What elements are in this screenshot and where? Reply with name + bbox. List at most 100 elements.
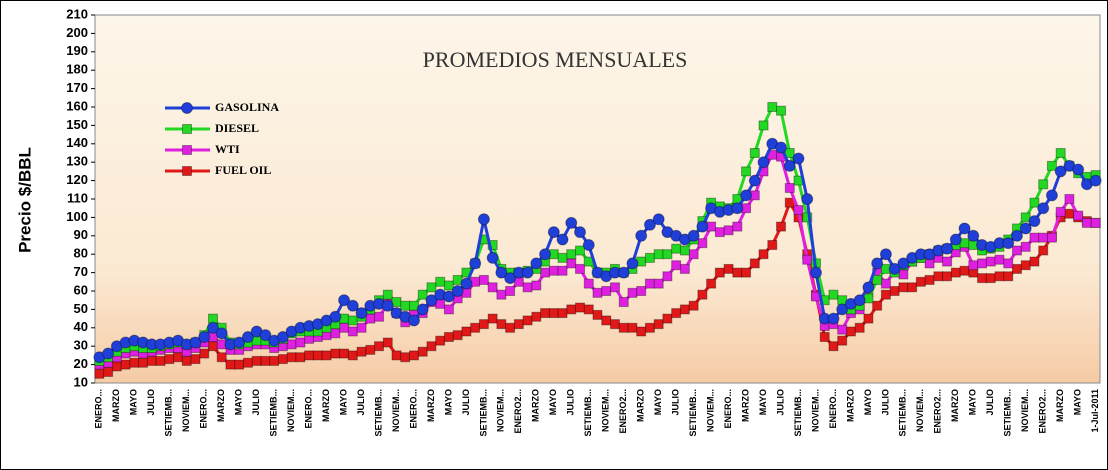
point xyxy=(836,303,849,316)
point xyxy=(741,166,752,177)
x-tick-label: ENERO2... xyxy=(513,389,523,434)
point xyxy=(688,249,699,260)
x-tick-label: SETIEMB... xyxy=(898,389,908,437)
point xyxy=(958,222,971,235)
point xyxy=(1011,245,1022,256)
point xyxy=(618,322,629,333)
point xyxy=(880,278,891,289)
y-tick-label: 170 xyxy=(66,80,88,95)
y-tick-label: 190 xyxy=(66,43,88,58)
point xyxy=(898,282,909,293)
y-tick-label: 160 xyxy=(66,98,88,113)
point xyxy=(547,226,560,239)
point xyxy=(653,249,664,260)
point xyxy=(696,220,709,233)
point xyxy=(897,257,910,270)
point xyxy=(478,274,489,285)
point xyxy=(845,326,856,337)
point xyxy=(286,352,297,363)
point xyxy=(241,331,254,343)
point xyxy=(339,348,350,359)
y-tick-label: 90 xyxy=(74,227,88,242)
x-tick-label: JULIO xyxy=(461,389,471,416)
point xyxy=(1028,215,1041,228)
point xyxy=(967,229,980,242)
point xyxy=(828,341,839,352)
point xyxy=(950,267,961,278)
point xyxy=(949,233,962,246)
x-tick-label: MARZO xyxy=(636,389,646,422)
x-tick-label: NOVIEM... xyxy=(1020,389,1030,432)
point xyxy=(889,286,900,296)
point xyxy=(496,289,507,300)
y-tick-label: 180 xyxy=(66,62,88,77)
x-tick-label: MAYO xyxy=(548,389,558,415)
x-tick-label: MAYO xyxy=(1073,389,1083,415)
point xyxy=(102,347,115,360)
point xyxy=(312,350,323,361)
point xyxy=(173,352,184,363)
point xyxy=(138,357,149,368)
legend-label: GASOLINA xyxy=(215,100,279,114)
y-tick-label: 10 xyxy=(74,374,88,389)
x-tick-label: NOVIEM... xyxy=(601,389,611,432)
point xyxy=(566,249,577,260)
point xyxy=(775,141,788,154)
point xyxy=(662,271,673,282)
point xyxy=(487,240,498,250)
point xyxy=(408,350,419,361)
point xyxy=(260,355,271,366)
point xyxy=(636,286,647,296)
point xyxy=(539,248,552,261)
y-tick-label: 20 xyxy=(74,356,88,371)
x-tick-label: NOVIEM... xyxy=(496,389,506,432)
y-tick-label: 80 xyxy=(74,246,88,261)
point xyxy=(732,221,743,232)
point xyxy=(942,256,953,267)
point xyxy=(635,229,648,242)
x-tick-label: ENERO... xyxy=(303,389,313,429)
point xyxy=(1072,163,1085,176)
point xyxy=(732,267,743,278)
point xyxy=(968,260,979,271)
point xyxy=(872,274,883,285)
point xyxy=(181,355,192,366)
point xyxy=(985,256,996,267)
x-tick-label: ENERO... xyxy=(828,389,838,429)
point xyxy=(1029,197,1040,208)
point xyxy=(1019,222,1032,235)
point xyxy=(242,357,253,368)
point xyxy=(460,277,473,290)
x-tick-label: JULIO xyxy=(775,389,785,416)
point xyxy=(120,359,131,370)
point xyxy=(426,341,437,352)
point xyxy=(487,313,498,324)
point xyxy=(277,354,288,365)
point xyxy=(365,344,376,355)
point xyxy=(521,266,534,279)
point xyxy=(942,271,953,282)
point xyxy=(1089,174,1102,187)
point xyxy=(583,304,594,315)
point xyxy=(347,315,358,326)
y-tick-label: 100 xyxy=(66,209,88,224)
x-tick-label: JULIO xyxy=(251,389,261,416)
point xyxy=(609,282,620,293)
x-tick-label: JULIO xyxy=(356,389,366,416)
point xyxy=(189,336,202,349)
point xyxy=(146,355,157,366)
x-tick-label: MAYO xyxy=(338,389,348,415)
point xyxy=(837,324,848,335)
point xyxy=(565,216,578,229)
point xyxy=(697,238,708,249)
y-tick-label: 200 xyxy=(66,25,88,40)
x-tick-label: MARZO xyxy=(1055,389,1065,422)
point xyxy=(1010,229,1023,242)
point xyxy=(346,299,359,312)
x-tick-label: MARZO xyxy=(845,389,855,422)
point xyxy=(793,205,804,216)
point xyxy=(505,322,516,333)
point xyxy=(879,248,892,261)
point xyxy=(435,335,446,346)
point xyxy=(522,282,533,293)
